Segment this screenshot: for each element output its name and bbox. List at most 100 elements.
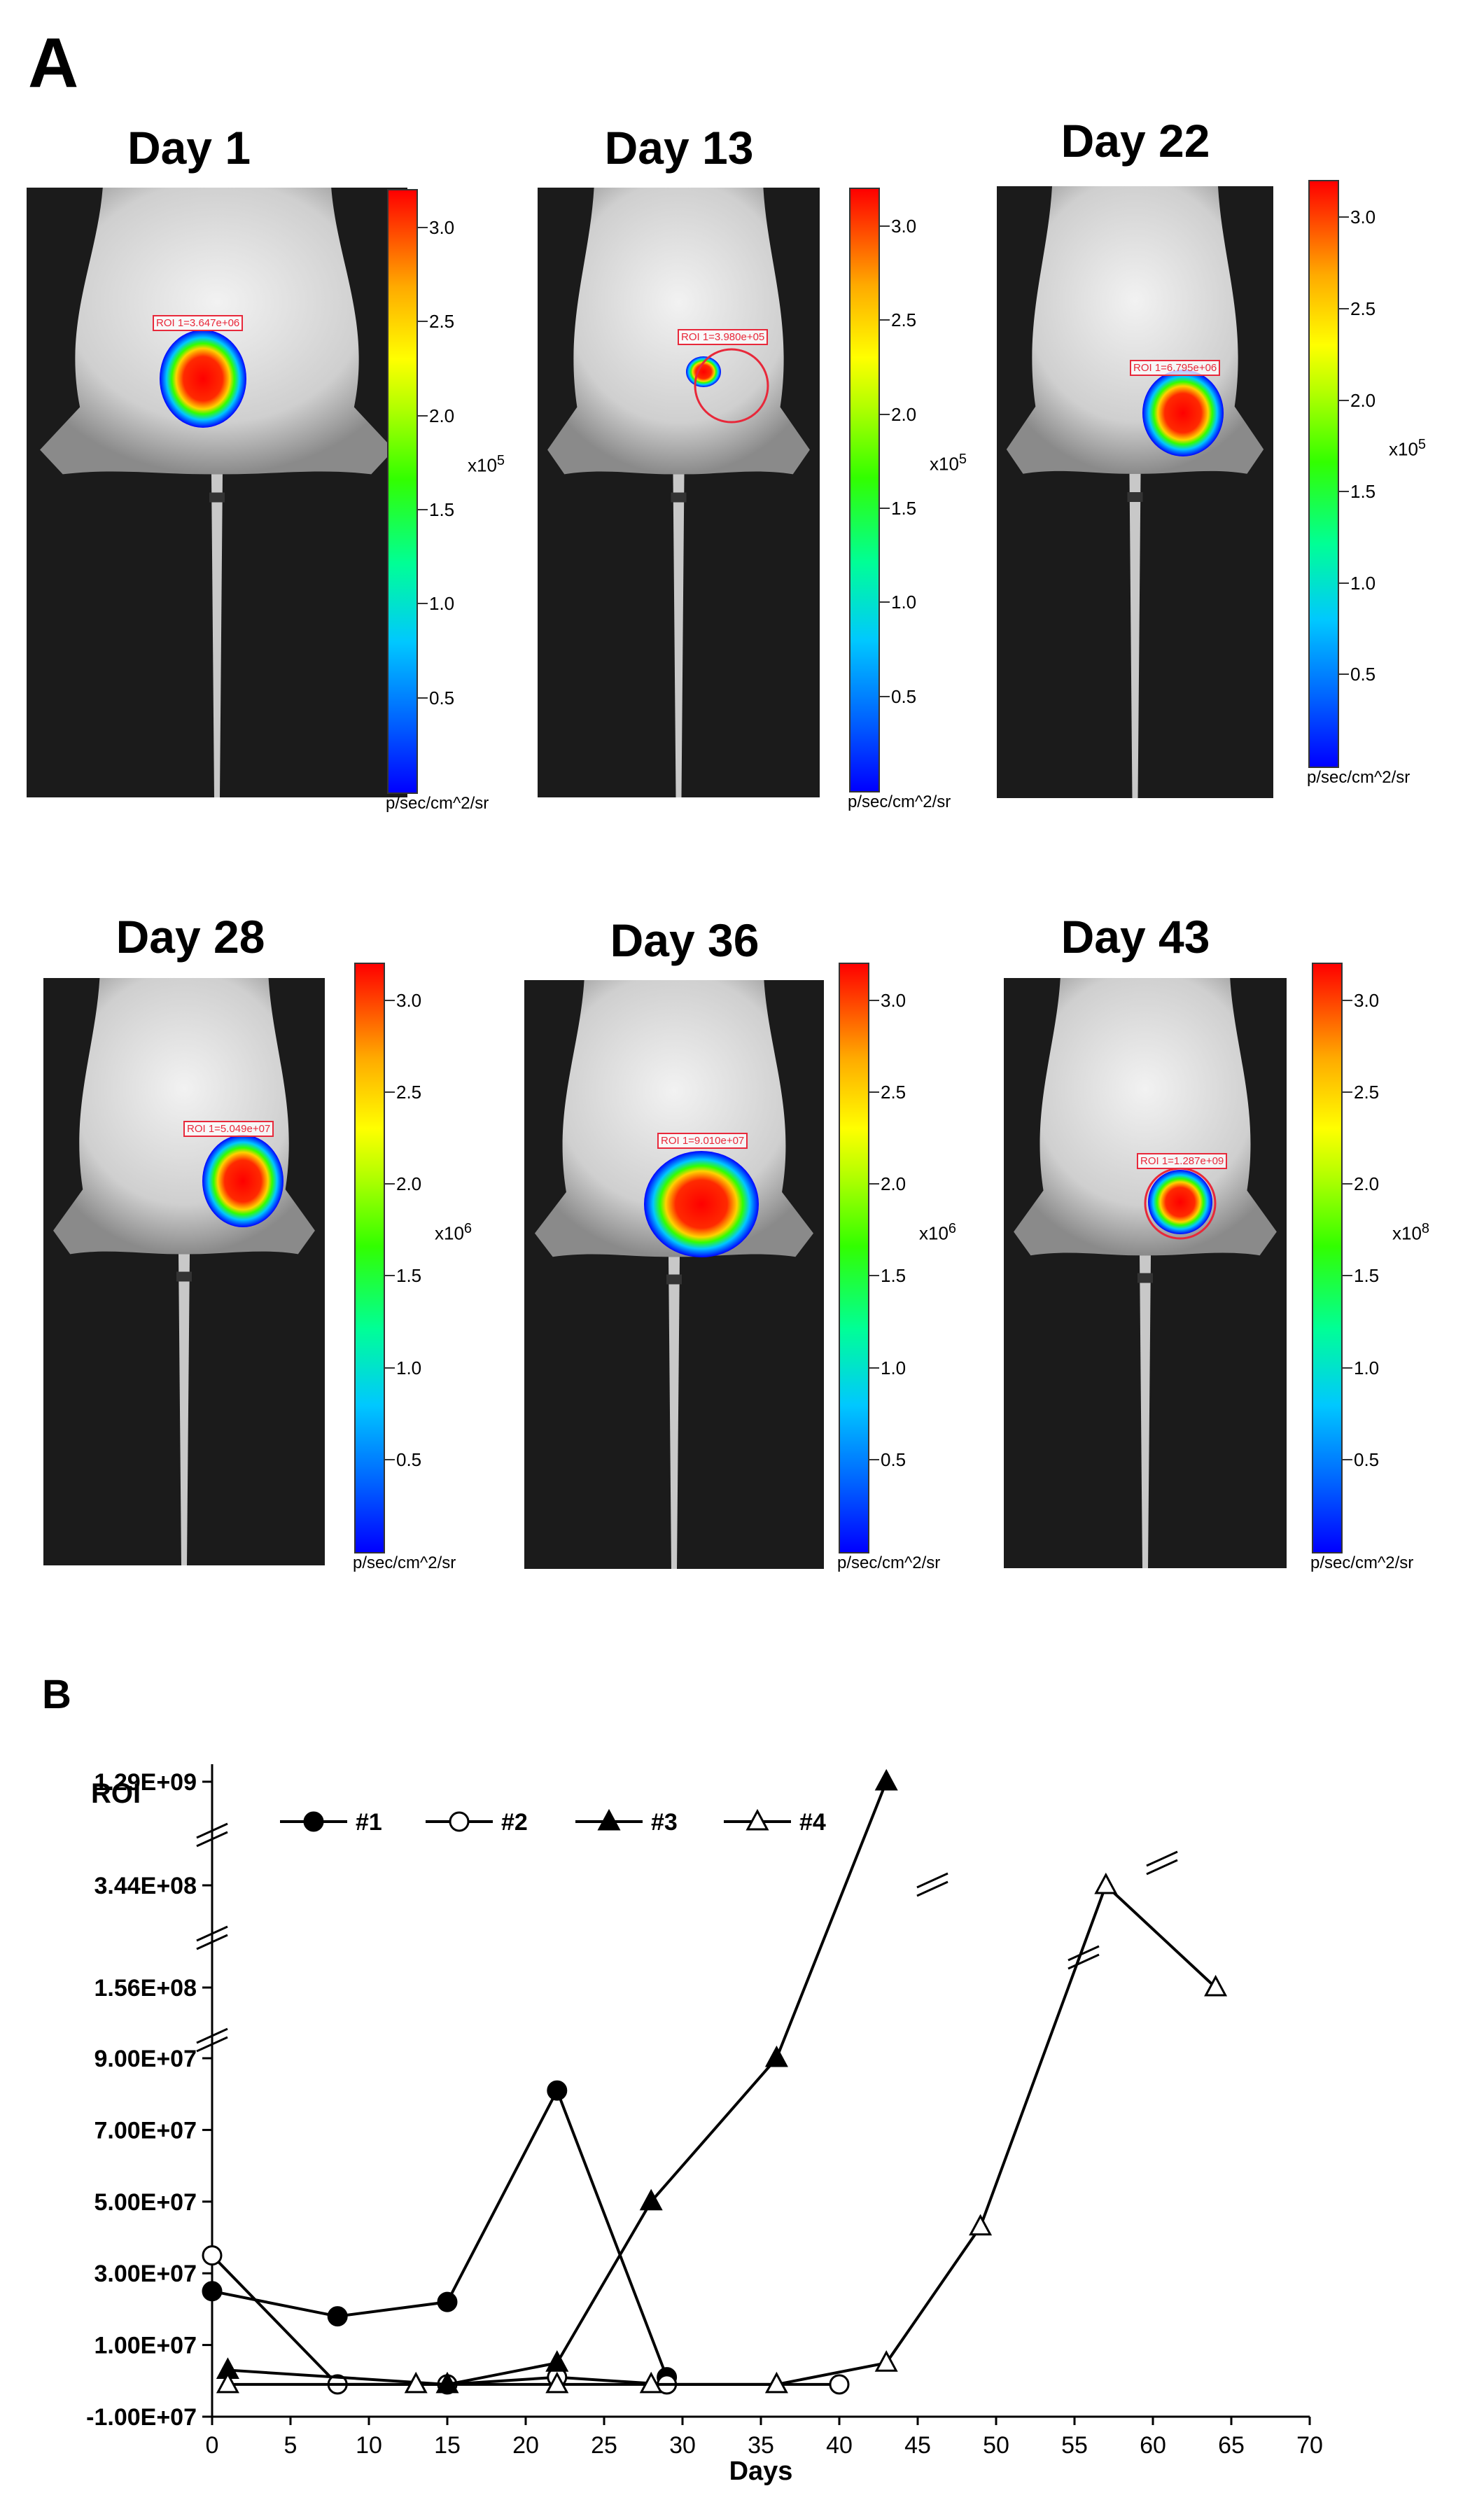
mouse-photo — [40, 188, 394, 797]
color-scale-unit: p/sec/cm^2/sr — [1307, 768, 1410, 787]
day-title: Day 13 — [604, 122, 754, 174]
color-scale-tick — [868, 1183, 879, 1185]
color-scale-bar — [387, 189, 418, 794]
day-title: Day 1 — [127, 122, 251, 174]
color-scale-tick-label: 0.5 — [891, 685, 917, 707]
color-scale-tick — [416, 603, 428, 605]
color-scale-tick-label: 2.5 — [1354, 1081, 1380, 1103]
color-scale-tick — [1341, 1367, 1352, 1369]
data-point-open-triangle — [1094, 1872, 1118, 1894]
y-axis-label: ROI — [91, 1778, 141, 1809]
mouse-tail — [178, 1254, 190, 1565]
legend-label: #3 — [651, 1809, 678, 1836]
color-scale-tick — [384, 1091, 395, 1093]
data-point-open-triangle — [545, 2371, 569, 2394]
color-scale-tick-label: 0.5 — [1354, 1448, 1380, 1470]
data-point-open-triangle — [404, 2371, 428, 2394]
color-scale-tick — [1338, 582, 1349, 584]
x-tick-label: 5 — [284, 2432, 298, 2459]
x-tick-label: 15 — [434, 2432, 461, 2459]
color-scale-tick-label: 2.5 — [396, 1081, 422, 1103]
color-scale-tick-label: 3.0 — [891, 215, 917, 237]
multiplier-base: x10 — [435, 1222, 464, 1244]
tail-marker-band — [176, 1271, 192, 1282]
data-point-filled-circle — [547, 2080, 568, 2101]
color-scale-tick-label: 0.5 — [429, 687, 455, 708]
multiplier-exponent: 6 — [948, 1220, 957, 1236]
color-scale-tick-label: 2.0 — [1350, 389, 1376, 411]
tail-marker-band — [666, 1274, 682, 1285]
day-title: Day 36 — [610, 914, 760, 966]
data-point-filled-circle — [437, 2291, 458, 2312]
x-axis-label: Days — [729, 2457, 793, 2486]
color-scale-tick — [1341, 1458, 1352, 1460]
day-title: Day 22 — [1060, 115, 1210, 167]
panel-b-label: B — [42, 1672, 71, 1717]
panel-a-label: A — [28, 24, 79, 102]
data-point-filled-triangle — [545, 2350, 569, 2372]
mouse-body — [1006, 186, 1264, 474]
roi-value-label: ROI 1=5.049e+07 — [183, 1121, 274, 1137]
multiplier-base: x10 — [930, 454, 959, 475]
color-scale-tick — [878, 319, 890, 321]
color-scale-tick — [868, 1091, 879, 1093]
color-scale-tick — [384, 1275, 395, 1277]
bioluminescence-image: ROI 1=3.980e+05 — [538, 188, 820, 797]
line-break-mark — [1146, 1850, 1178, 1876]
color-scale-tick-label: 3.0 — [881, 989, 906, 1011]
color-scale-tick-label: 1.0 — [1354, 1357, 1380, 1378]
color-scale-bar — [839, 963, 869, 1553]
mouse-tail — [668, 1257, 680, 1569]
y-tick-label: 3.44E+08 — [94, 1873, 197, 1899]
color-scale-unit: p/sec/cm^2/sr — [386, 794, 489, 813]
color-scale-tick — [868, 1367, 879, 1369]
color-scale-tick — [384, 1367, 395, 1369]
color-scale-bar — [354, 963, 385, 1553]
data-point-open-triangle — [216, 2371, 239, 2394]
data-point-filled-circle — [303, 1811, 324, 1832]
x-tick-label: 30 — [669, 2432, 696, 2459]
x-tick-label: 0 — [206, 2432, 219, 2459]
color-scale-tick-label: 1.5 — [881, 1265, 906, 1287]
series-line — [211, 2087, 668, 2378]
x-tick-label: 45 — [904, 2432, 931, 2459]
y-tick-label: 9.00E+07 — [94, 2046, 197, 2072]
color-scale-multiplier: x105 — [468, 454, 505, 475]
line-break-mark — [916, 1872, 948, 1897]
bioluminescence-signal — [1142, 370, 1224, 456]
color-scale-tick-label: 1.0 — [1350, 572, 1376, 594]
x-tick-label: 60 — [1140, 2432, 1166, 2459]
color-scale-multiplier: x106 — [435, 1222, 472, 1243]
color-scale-multiplier: x105 — [930, 452, 967, 473]
color-scale-tick-label: 2.5 — [1350, 298, 1376, 319]
color-scale-tick-label: 2.5 — [891, 309, 917, 331]
color-scale-tick-label: 2.5 — [881, 1081, 906, 1103]
mouse-tail — [1129, 473, 1141, 798]
mouse-tail — [673, 474, 685, 797]
x-tick-label: 25 — [591, 2432, 617, 2459]
roi-value-label: ROI 1=1.287e+09 — [1137, 1153, 1228, 1169]
color-scale-tick — [1341, 999, 1352, 1001]
color-scale-tick-label: 2.0 — [429, 405, 455, 426]
tail-marker-band — [671, 492, 687, 503]
multiplier-exponent: 5 — [1418, 436, 1427, 452]
color-scale-tick-label: 3.0 — [396, 989, 422, 1011]
data-point-open-triangle — [874, 2350, 898, 2372]
mouse-body — [53, 978, 315, 1255]
legend-label: #4 — [799, 1809, 826, 1836]
data-point-filled-triangle — [764, 2045, 788, 2067]
multiplier-exponent: 5 — [958, 452, 967, 468]
color-scale-tick — [384, 1183, 395, 1185]
color-scale-tick-label: 1.0 — [396, 1357, 422, 1378]
roi-value-label: ROI 1=6.795e+06 — [1130, 360, 1221, 376]
color-scale-tick — [416, 321, 428, 323]
mouse-tail — [211, 474, 223, 797]
data-point-filled-circle — [202, 2281, 223, 2302]
mouse-photo — [534, 980, 814, 1569]
bioluminescence-image: ROI 1=3.647e+06 — [27, 188, 407, 797]
series-line — [227, 1883, 1217, 2386]
color-scale-tick — [384, 1458, 395, 1460]
color-scale-multiplier: x108 — [1392, 1222, 1429, 1243]
color-scale-tick-label: 3.0 — [1354, 989, 1380, 1011]
data-point-filled-triangle — [639, 2188, 663, 2211]
